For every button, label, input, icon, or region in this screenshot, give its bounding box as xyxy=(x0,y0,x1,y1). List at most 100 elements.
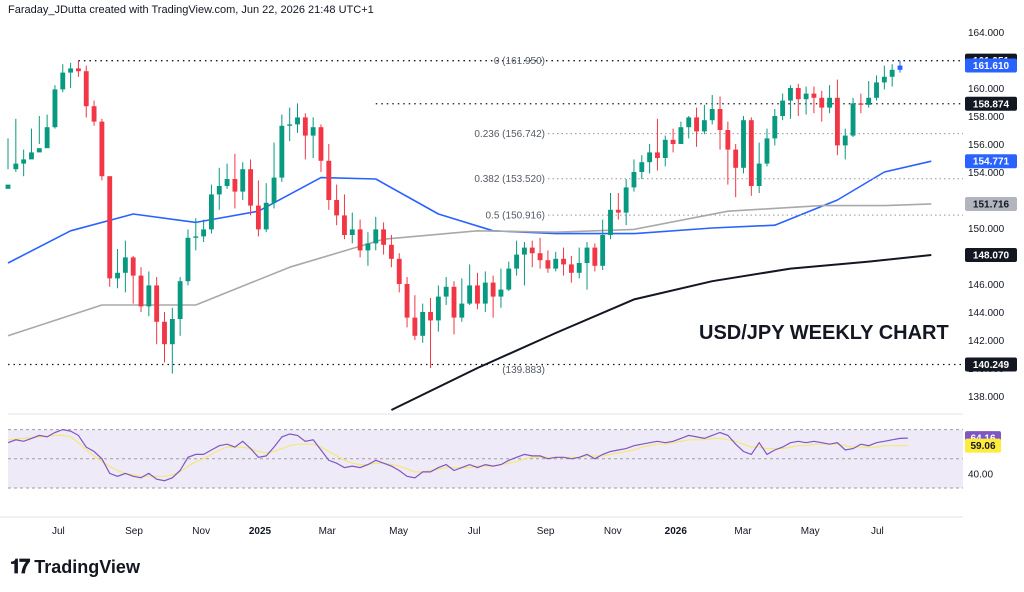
candle-body[interactable] xyxy=(756,163,762,186)
candle-body[interactable] xyxy=(396,258,402,284)
candle-body[interactable] xyxy=(795,88,801,100)
candle-body[interactable] xyxy=(287,124,293,126)
candle-body[interactable] xyxy=(146,285,152,307)
candle-body[interactable] xyxy=(185,237,191,282)
candle-body[interactable] xyxy=(75,68,81,72)
chart-canvas[interactable]: 0 (161.950) 0.236 (156.742) 0.382 (153.520… xyxy=(0,0,1024,545)
candle-body[interactable] xyxy=(576,263,582,273)
candle-body[interactable] xyxy=(615,209,621,213)
candle-body[interactable] xyxy=(209,194,214,230)
candle-body[interactable] xyxy=(240,169,246,192)
candle-body[interactable] xyxy=(373,229,379,244)
candle-body[interactable] xyxy=(850,103,856,136)
candle-body[interactable] xyxy=(13,163,19,170)
candle-body[interactable] xyxy=(545,260,551,269)
candle-body[interactable] xyxy=(725,130,731,150)
candle-body[interactable] xyxy=(670,139,676,144)
candle-body[interactable] xyxy=(271,177,277,203)
candle-body[interactable] xyxy=(686,117,692,128)
tradingview-brand[interactable]: 𝟏𝟕 TradingView xyxy=(10,556,140,579)
candle-body[interactable] xyxy=(772,116,778,139)
candle-body[interactable] xyxy=(717,109,723,130)
candle-body[interactable] xyxy=(122,257,128,273)
candle-body[interactable] xyxy=(381,229,387,245)
candle-body[interactable] xyxy=(342,215,347,235)
candle-body[interactable] xyxy=(279,125,285,178)
candle-body[interactable] xyxy=(295,117,300,125)
candle-body[interactable] xyxy=(506,268,512,290)
candle-body[interactable] xyxy=(897,65,903,70)
candle-body[interactable] xyxy=(404,284,410,318)
candle-body[interactable] xyxy=(858,103,864,105)
candle-body[interactable] xyxy=(678,127,684,144)
candle-body[interactable] xyxy=(655,152,660,158)
candle-body[interactable] xyxy=(811,93,817,98)
candle-body[interactable] xyxy=(365,243,371,251)
candle-body[interactable] xyxy=(216,186,222,195)
candle-body[interactable] xyxy=(889,69,895,77)
candle-body[interactable] xyxy=(193,236,199,238)
candle-body[interactable] xyxy=(169,319,175,345)
candle-body[interactable] xyxy=(874,82,879,98)
candle-body[interactable] xyxy=(561,258,566,265)
candle-body[interactable] xyxy=(68,68,74,73)
candle-body[interactable] xyxy=(232,179,238,192)
candle-body[interactable] xyxy=(420,312,426,336)
candle-body[interactable] xyxy=(334,200,340,216)
candle-body[interactable] xyxy=(310,127,316,136)
candle-body[interactable] xyxy=(709,109,715,121)
candle-body[interactable] xyxy=(631,172,637,188)
candle-body[interactable] xyxy=(428,312,433,321)
candle-body[interactable] xyxy=(834,97,840,146)
candle-body[interactable] xyxy=(36,148,42,153)
candle-body[interactable] xyxy=(44,127,50,149)
candle-body[interactable] xyxy=(388,244,394,259)
candle-body[interactable] xyxy=(451,286,457,318)
candle-body[interactable] xyxy=(255,205,261,230)
candle-body[interactable] xyxy=(608,209,613,235)
candle-body[interactable] xyxy=(764,138,770,164)
candle-body[interactable] xyxy=(83,71,89,107)
candle-body[interactable] xyxy=(514,254,520,269)
candle-body[interactable] xyxy=(138,275,144,307)
candle-body[interactable] xyxy=(788,88,793,101)
candle-body[interactable] xyxy=(467,285,473,304)
candle-body[interactable] xyxy=(694,117,699,132)
candle-body[interactable] xyxy=(21,159,27,164)
candle-body[interactable] xyxy=(741,120,746,168)
candle-body[interactable] xyxy=(302,117,308,136)
candle-body[interactable] xyxy=(827,97,833,108)
candle-body[interactable] xyxy=(263,202,269,230)
candle-body[interactable] xyxy=(662,139,668,158)
candle-body[interactable] xyxy=(623,187,629,213)
candle-body[interactable] xyxy=(842,135,848,146)
candle-body[interactable] xyxy=(60,72,66,90)
candle-body[interactable] xyxy=(866,97,872,105)
candle-body[interactable] xyxy=(107,176,113,279)
candle-body[interactable] xyxy=(584,247,590,263)
candle-body[interactable] xyxy=(529,247,535,254)
candle-body[interactable] xyxy=(412,317,418,336)
candle-body[interactable] xyxy=(537,253,543,261)
candle-body[interactable] xyxy=(435,296,441,321)
candle-body[interactable] xyxy=(553,258,559,269)
candle-body[interactable] xyxy=(130,257,136,276)
candle-body[interactable] xyxy=(819,97,825,108)
candle-body[interactable] xyxy=(52,89,58,128)
candle-body[interactable] xyxy=(475,285,480,304)
candle-body[interactable] xyxy=(5,184,11,189)
candle-body[interactable] xyxy=(162,321,167,345)
candle-body[interactable] xyxy=(443,286,449,297)
candle-body[interactable] xyxy=(248,169,253,206)
candle-body[interactable] xyxy=(498,289,504,297)
candle-body[interactable] xyxy=(115,272,120,279)
candle-body[interactable] xyxy=(326,160,332,200)
candle-body[interactable] xyxy=(154,285,160,322)
candle-body[interactable] xyxy=(780,100,786,116)
candle-body[interactable] xyxy=(91,106,97,122)
candle-body[interactable] xyxy=(881,76,887,83)
candle-body[interactable] xyxy=(349,229,355,235)
candle-body[interactable] xyxy=(318,127,324,161)
candle-body[interactable] xyxy=(99,121,105,177)
candle-body[interactable] xyxy=(748,120,754,186)
